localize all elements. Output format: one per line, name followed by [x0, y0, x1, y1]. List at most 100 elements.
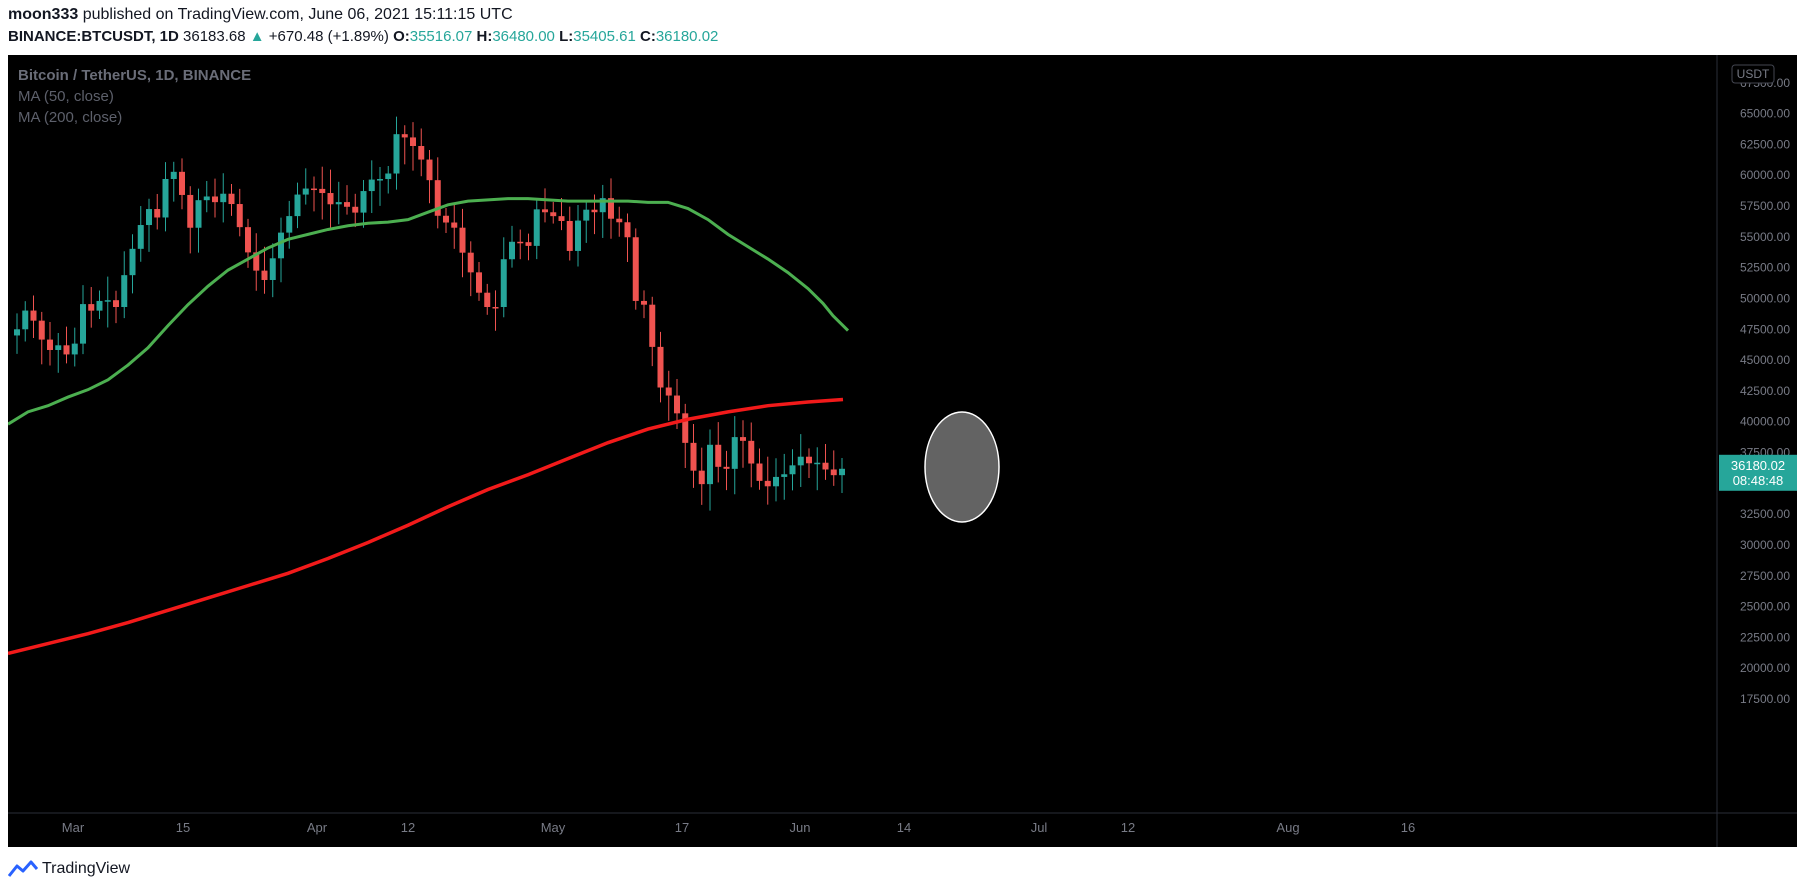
- candle-body: [212, 196, 218, 203]
- low-value: 35405.61: [573, 28, 636, 45]
- price-tick-label: 42500.00: [1740, 384, 1790, 398]
- candle-body: [335, 202, 342, 205]
- candle: [657, 331, 664, 403]
- legend-symbol[interactable]: Bitcoin / TetherUS, 1D, BINANCE: [18, 67, 252, 84]
- candle-body: [476, 272, 482, 293]
- candle: [71, 327, 78, 367]
- candle: [286, 200, 293, 249]
- candle: [162, 162, 169, 232]
- candle: [393, 116, 400, 190]
- candle: [443, 207, 449, 233]
- candle-body: [806, 456, 812, 464]
- candle-body: [360, 191, 367, 213]
- candle-body: [434, 180, 441, 216]
- candle: [723, 450, 730, 491]
- candle: [294, 182, 301, 229]
- candle: [542, 188, 548, 223]
- candle: [731, 416, 738, 495]
- candle-body: [558, 216, 565, 221]
- candle: [137, 206, 144, 262]
- candle: [187, 186, 194, 254]
- candle: [484, 283, 491, 315]
- price-tick-label: 22500.00: [1740, 630, 1790, 644]
- candle: [500, 237, 507, 318]
- candle-body: [121, 275, 128, 308]
- change-arrow: ▲: [249, 28, 265, 45]
- candle-body: [649, 304, 656, 347]
- candle-body: [344, 202, 350, 207]
- candle-body: [756, 463, 763, 481]
- time-tick-label: 12: [1121, 820, 1135, 835]
- candle-body: [377, 179, 383, 181]
- candle-body: [311, 188, 317, 191]
- candle: [715, 422, 722, 483]
- candle-body: [236, 204, 243, 228]
- candle: [88, 287, 95, 328]
- candle-body: [368, 179, 375, 192]
- candle-body: [533, 209, 540, 246]
- time-tick-label: Jul: [1031, 820, 1048, 835]
- candle-body: [14, 329, 20, 336]
- candle: [236, 188, 243, 237]
- legend-ma200[interactable]: MA (200, close): [18, 109, 123, 126]
- candle-body: [245, 227, 251, 253]
- candle: [707, 429, 713, 511]
- symbol-line: BINANCE:BTCUSDT, 1D 36183.68 ▲ +670.48 (…: [8, 28, 718, 45]
- candle-body: [286, 216, 293, 233]
- candle-body: [385, 173, 392, 180]
- candle-body: [113, 300, 119, 308]
- candle-body: [517, 241, 524, 244]
- candle: [368, 160, 375, 213]
- candle: [822, 443, 829, 480]
- footer-brand[interactable]: TradingView: [8, 860, 130, 878]
- candle-body: [220, 193, 227, 203]
- candle-body: [740, 437, 746, 441]
- candle-body: [682, 413, 689, 443]
- candle-body: [261, 270, 268, 280]
- candle-body: [129, 248, 136, 276]
- price-tick-label: 20000.00: [1740, 661, 1790, 675]
- candle: [525, 233, 532, 261]
- candle-body: [38, 320, 45, 340]
- candle-body: [88, 304, 95, 311]
- candle: [682, 403, 689, 468]
- candle: [492, 290, 499, 331]
- candle-body: [294, 194, 301, 217]
- unit-label: USDT: [1737, 67, 1770, 81]
- candle-body: [137, 225, 144, 249]
- legend-ma50[interactable]: MA (50, close): [18, 88, 114, 105]
- candle-body: [797, 456, 804, 466]
- candle: [608, 178, 614, 239]
- candle-body: [583, 209, 590, 221]
- candle: [129, 234, 136, 294]
- candle: [212, 178, 218, 218]
- candle: [360, 179, 367, 228]
- candle-body: [71, 343, 78, 355]
- candle-body: [203, 196, 210, 201]
- price-axis: 67500.0065000.0062500.0060000.0057500.00…: [1740, 76, 1790, 706]
- candle-body: [599, 198, 606, 213]
- published-text: published on TradingView.com, June 06, 2…: [82, 6, 513, 23]
- candle-body: [22, 310, 29, 330]
- candle: [269, 243, 276, 298]
- candle-body: [839, 468, 845, 476]
- candle: [517, 229, 524, 260]
- candle: [806, 448, 812, 478]
- candle: [434, 157, 441, 229]
- candle-body: [525, 242, 532, 246]
- candle: [311, 176, 317, 212]
- candle-body: [418, 146, 425, 160]
- candle-body: [542, 209, 548, 213]
- candle: [558, 197, 565, 231]
- author-name[interactable]: moon333: [8, 6, 79, 23]
- candle-body: [492, 307, 499, 309]
- candle: [624, 213, 631, 263]
- price-chart[interactable]: 67500.0065000.0062500.0060000.0057500.00…: [8, 55, 1797, 847]
- candle-body: [575, 220, 581, 251]
- candle: [575, 204, 581, 267]
- time-tick-label: Mar: [62, 820, 85, 835]
- time-tick-label: 15: [176, 820, 190, 835]
- candle: [509, 225, 515, 268]
- candle-body: [608, 198, 614, 219]
- candle: [327, 169, 334, 229]
